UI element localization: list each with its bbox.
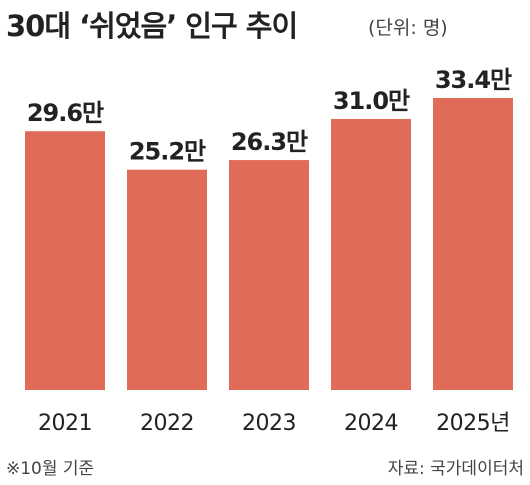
value-label: 25.2만 [129,138,206,166]
footnote: ※10월 기준 [6,459,94,479]
x-tick-label: 2024 [344,411,398,436]
bar [229,160,309,390]
x-tick-label: 2022 [140,411,194,436]
value-label: 31.0만 [333,87,410,115]
bar [433,98,513,390]
bar [331,118,411,391]
chart-title: 30대 ‘쉬었음’ 인구 추이 [6,9,297,43]
value-label: 26.3만 [231,128,308,156]
value-label: 29.6만 [27,99,104,127]
bar [25,131,105,390]
chart-subtitle: (단위: 명) [368,17,448,39]
x-tick-label: 2021 [38,411,92,436]
x-tick-label: 2023 [242,411,296,436]
x-tick-label: 2025년 [436,411,510,436]
bar [127,169,207,390]
value-label: 33.4만 [435,66,512,94]
source: 자료: 국가데이터처 [388,459,524,479]
